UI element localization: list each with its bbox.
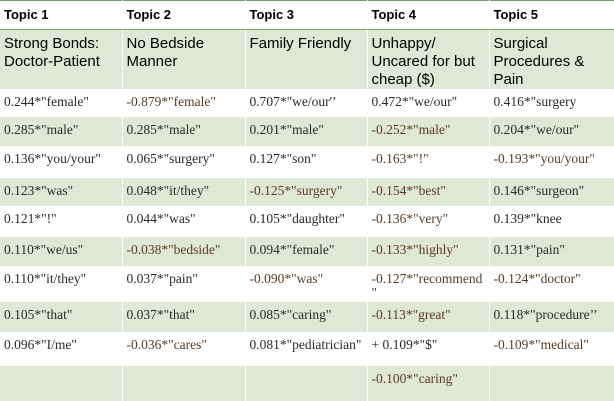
table-cell: 0.037*"that" [121, 302, 246, 332]
table-cell: 0.136*"you/your" [0, 146, 123, 178]
table-cell: -0.136*"very" [366, 206, 490, 237]
header-topic-3: Topic 3 [244, 0, 368, 30]
table-cell: 0.127*"son" [244, 146, 368, 178]
header-topic-4: Topic 4 [366, 0, 490, 30]
table-cell: 0.472*"we/our" [366, 89, 490, 117]
table-row: 0.244*"female" -0.879*"female" 0.707*"we/o… [0, 89, 614, 117]
header-row: Topic 1 Topic 2 Topic 3 Topic 4 Topic 5 [0, 0, 614, 30]
table-cell: 0.131*"pain" [488, 237, 614, 266]
table-cell: 0.081*"pediatrician" [244, 332, 368, 366]
table-cell: 0.285*"male" [0, 117, 123, 146]
topic-name-row: Strong Bonds: Doctor-Patient No Bedside … [0, 29, 614, 89]
table-cell: -0.154*"best" [366, 178, 490, 206]
header-topic-1: Topic 1 [0, 0, 123, 30]
table-cell: 0.110*"we/us" [0, 237, 123, 266]
table-cell: -0.038*"bedside" [121, 237, 246, 266]
table-cell: -0.127*"recommend" [366, 266, 490, 302]
table-cell: 0.139*"knee [488, 206, 614, 237]
table-cell: -0.036*"cares" [121, 332, 246, 366]
table-cell: 0.037*"pain" [121, 266, 246, 302]
table-row: 0.121*"!" 0.044*"was" 0.105*"daughter" -0.1… [0, 206, 614, 237]
header-topic-2: Topic 2 [121, 0, 246, 30]
table-cell: 0.105*"daughter" [244, 206, 368, 237]
header-topic-5: Topic 5 [488, 0, 614, 30]
table-cell: -0.125*"surgery" [244, 178, 368, 206]
topic-name-2: No Bedside Manner [121, 29, 246, 89]
topic-name-1: Strong Bonds: Doctor-Patient [0, 29, 123, 89]
topic-name-3: Family Friendly [244, 29, 368, 89]
table-cell: 0.285*"male" [121, 117, 246, 146]
table-cell: + 0.109*"$" [366, 332, 490, 366]
table-row: -0.100*"caring" [0, 366, 614, 401]
table-row: 0.096*"I/me" -0.036*"cares" 0.081*"pediatr… [0, 332, 614, 366]
table-cell: -0.113*"great" [366, 302, 490, 332]
table-cell: -0.100*"caring" [366, 366, 490, 401]
table-row: 0.285*"male" 0.285*"male" 0.201*"male" -0.2… [0, 117, 614, 146]
table-cell: 0.094*"female" [244, 237, 368, 266]
table-cell: -0.090*"was" [244, 266, 368, 302]
table-cell: -0.163*"!" [366, 146, 490, 178]
table-cell [244, 366, 368, 401]
table-cell [0, 366, 123, 401]
table-cell: -0.252*"male" [366, 117, 490, 146]
table-cell: 0.121*"!" [0, 206, 123, 237]
table-cell: -0.124*"doctor" [488, 266, 614, 302]
table-cell: 0.105*"that" [0, 302, 123, 332]
table-cell: -0.133*"highly" [366, 237, 490, 266]
table-row: 0.110*"it/they" 0.037*"pain" -0.090*"was" -… [0, 266, 614, 302]
table-cell: -0.109*"medical" [488, 332, 614, 366]
topic-name-5: Surgical Procedures & Pain [488, 29, 614, 89]
table-cell: 0.048*"it/they" [121, 178, 246, 206]
table-cell: 0.707*"we/our'’ [244, 89, 368, 117]
table-cell: 0.110*"it/they" [0, 266, 123, 302]
table-row: 0.123*"was" 0.048*"it/they" -0.125*"surger… [0, 178, 614, 206]
table-cell [488, 366, 614, 401]
table-cell: 0.201*"male" [244, 117, 368, 146]
table-cell: 0.044*"was" [121, 206, 246, 237]
table-cell: 0.416*"surgery [488, 89, 614, 117]
table-cell: -0.193*"you/your" [488, 146, 614, 178]
table-cell: 0.096*"I/me" [0, 332, 123, 366]
table-cell: 0.065*"surgery" [121, 146, 246, 178]
table-cell: 0.204*"we/our" [488, 117, 614, 146]
table-cell: 0.085*"caring" [244, 302, 368, 332]
table-cell: -0.879*"female" [121, 89, 246, 117]
table-cell: 0.146*"surgeon" [488, 178, 614, 206]
table-cell: 0.118*"procedure’’ [488, 302, 614, 332]
table-row: 0.110*"we/us" -0.038*"bedside" 0.094*"fema… [0, 237, 614, 266]
table-cell [121, 366, 246, 401]
topic-name-4: Unhappy/ Uncared for but cheap ($) [366, 29, 490, 89]
table-row: 0.136*"you/your" 0.065*"surgery" 0.127*"so… [0, 146, 614, 178]
table-row: 0.105*"that" 0.037*"that" 0.085*"caring" -0… [0, 302, 614, 332]
table-cell: 0.123*"was" [0, 178, 123, 206]
table-cell: 0.244*"female" [0, 89, 123, 117]
